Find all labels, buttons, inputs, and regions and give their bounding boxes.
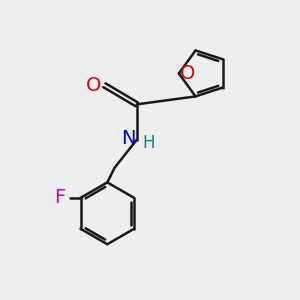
Text: F: F bbox=[55, 188, 66, 207]
Text: N: N bbox=[121, 129, 135, 148]
Text: H: H bbox=[142, 134, 154, 152]
Text: O: O bbox=[85, 76, 101, 95]
Text: O: O bbox=[180, 64, 196, 83]
